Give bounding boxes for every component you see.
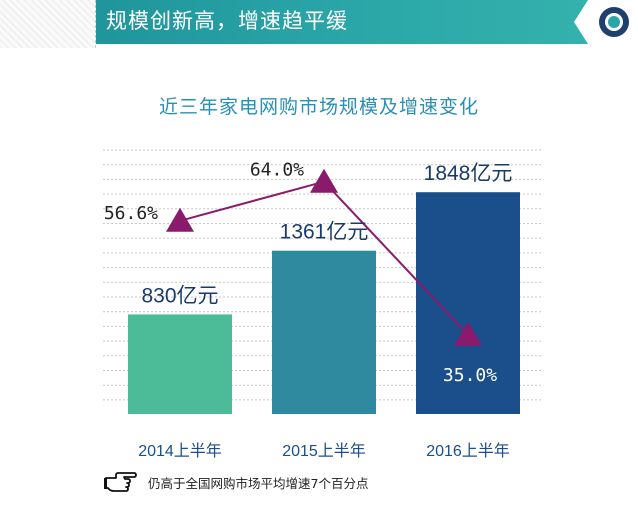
growth-marker (310, 168, 338, 193)
x-tick-label: 2015上半年 (282, 442, 366, 460)
page-title: 规模创新高，增速趋平缓 (106, 9, 348, 33)
footnote-text: 仍高于全国网购市场平均增速7个百分点 (148, 475, 369, 491)
chart-title: 近三年家电网购市场规模及增速变化 (158, 96, 479, 118)
bar-value-label: 830亿元 (141, 284, 218, 307)
header-bar (0, 0, 638, 44)
bar-value-label: 1848亿元 (424, 162, 513, 185)
bars (128, 192, 520, 414)
pointing-hand-icon (104, 472, 137, 492)
data-labels: 830亿元 1361亿元 1848亿元 56.6% 64.0% 35.0% (104, 160, 513, 386)
growth-value-label: 56.6% (104, 203, 158, 224)
bar (128, 314, 232, 414)
x-tick-label: 2016上半年 (426, 442, 510, 460)
growth-value-label: 64.0% (250, 160, 304, 181)
growth-value-label: 35.0% (443, 365, 497, 386)
growth-line (166, 168, 482, 346)
growth-marker (454, 321, 482, 346)
footnote: 仍高于全国网购市场平均增速7个百分点 (104, 468, 368, 496)
bar (272, 250, 376, 414)
growth-marker (166, 207, 194, 232)
header-tab (0, 0, 96, 48)
bar (416, 192, 520, 414)
ring-icon (574, 0, 638, 44)
x-tick-label: 2014上半年 (138, 442, 222, 460)
bar-value-label: 1361亿元 (280, 221, 369, 244)
x-tick-labels: 2014上半年 2015上半年 2016上半年 (138, 442, 510, 460)
